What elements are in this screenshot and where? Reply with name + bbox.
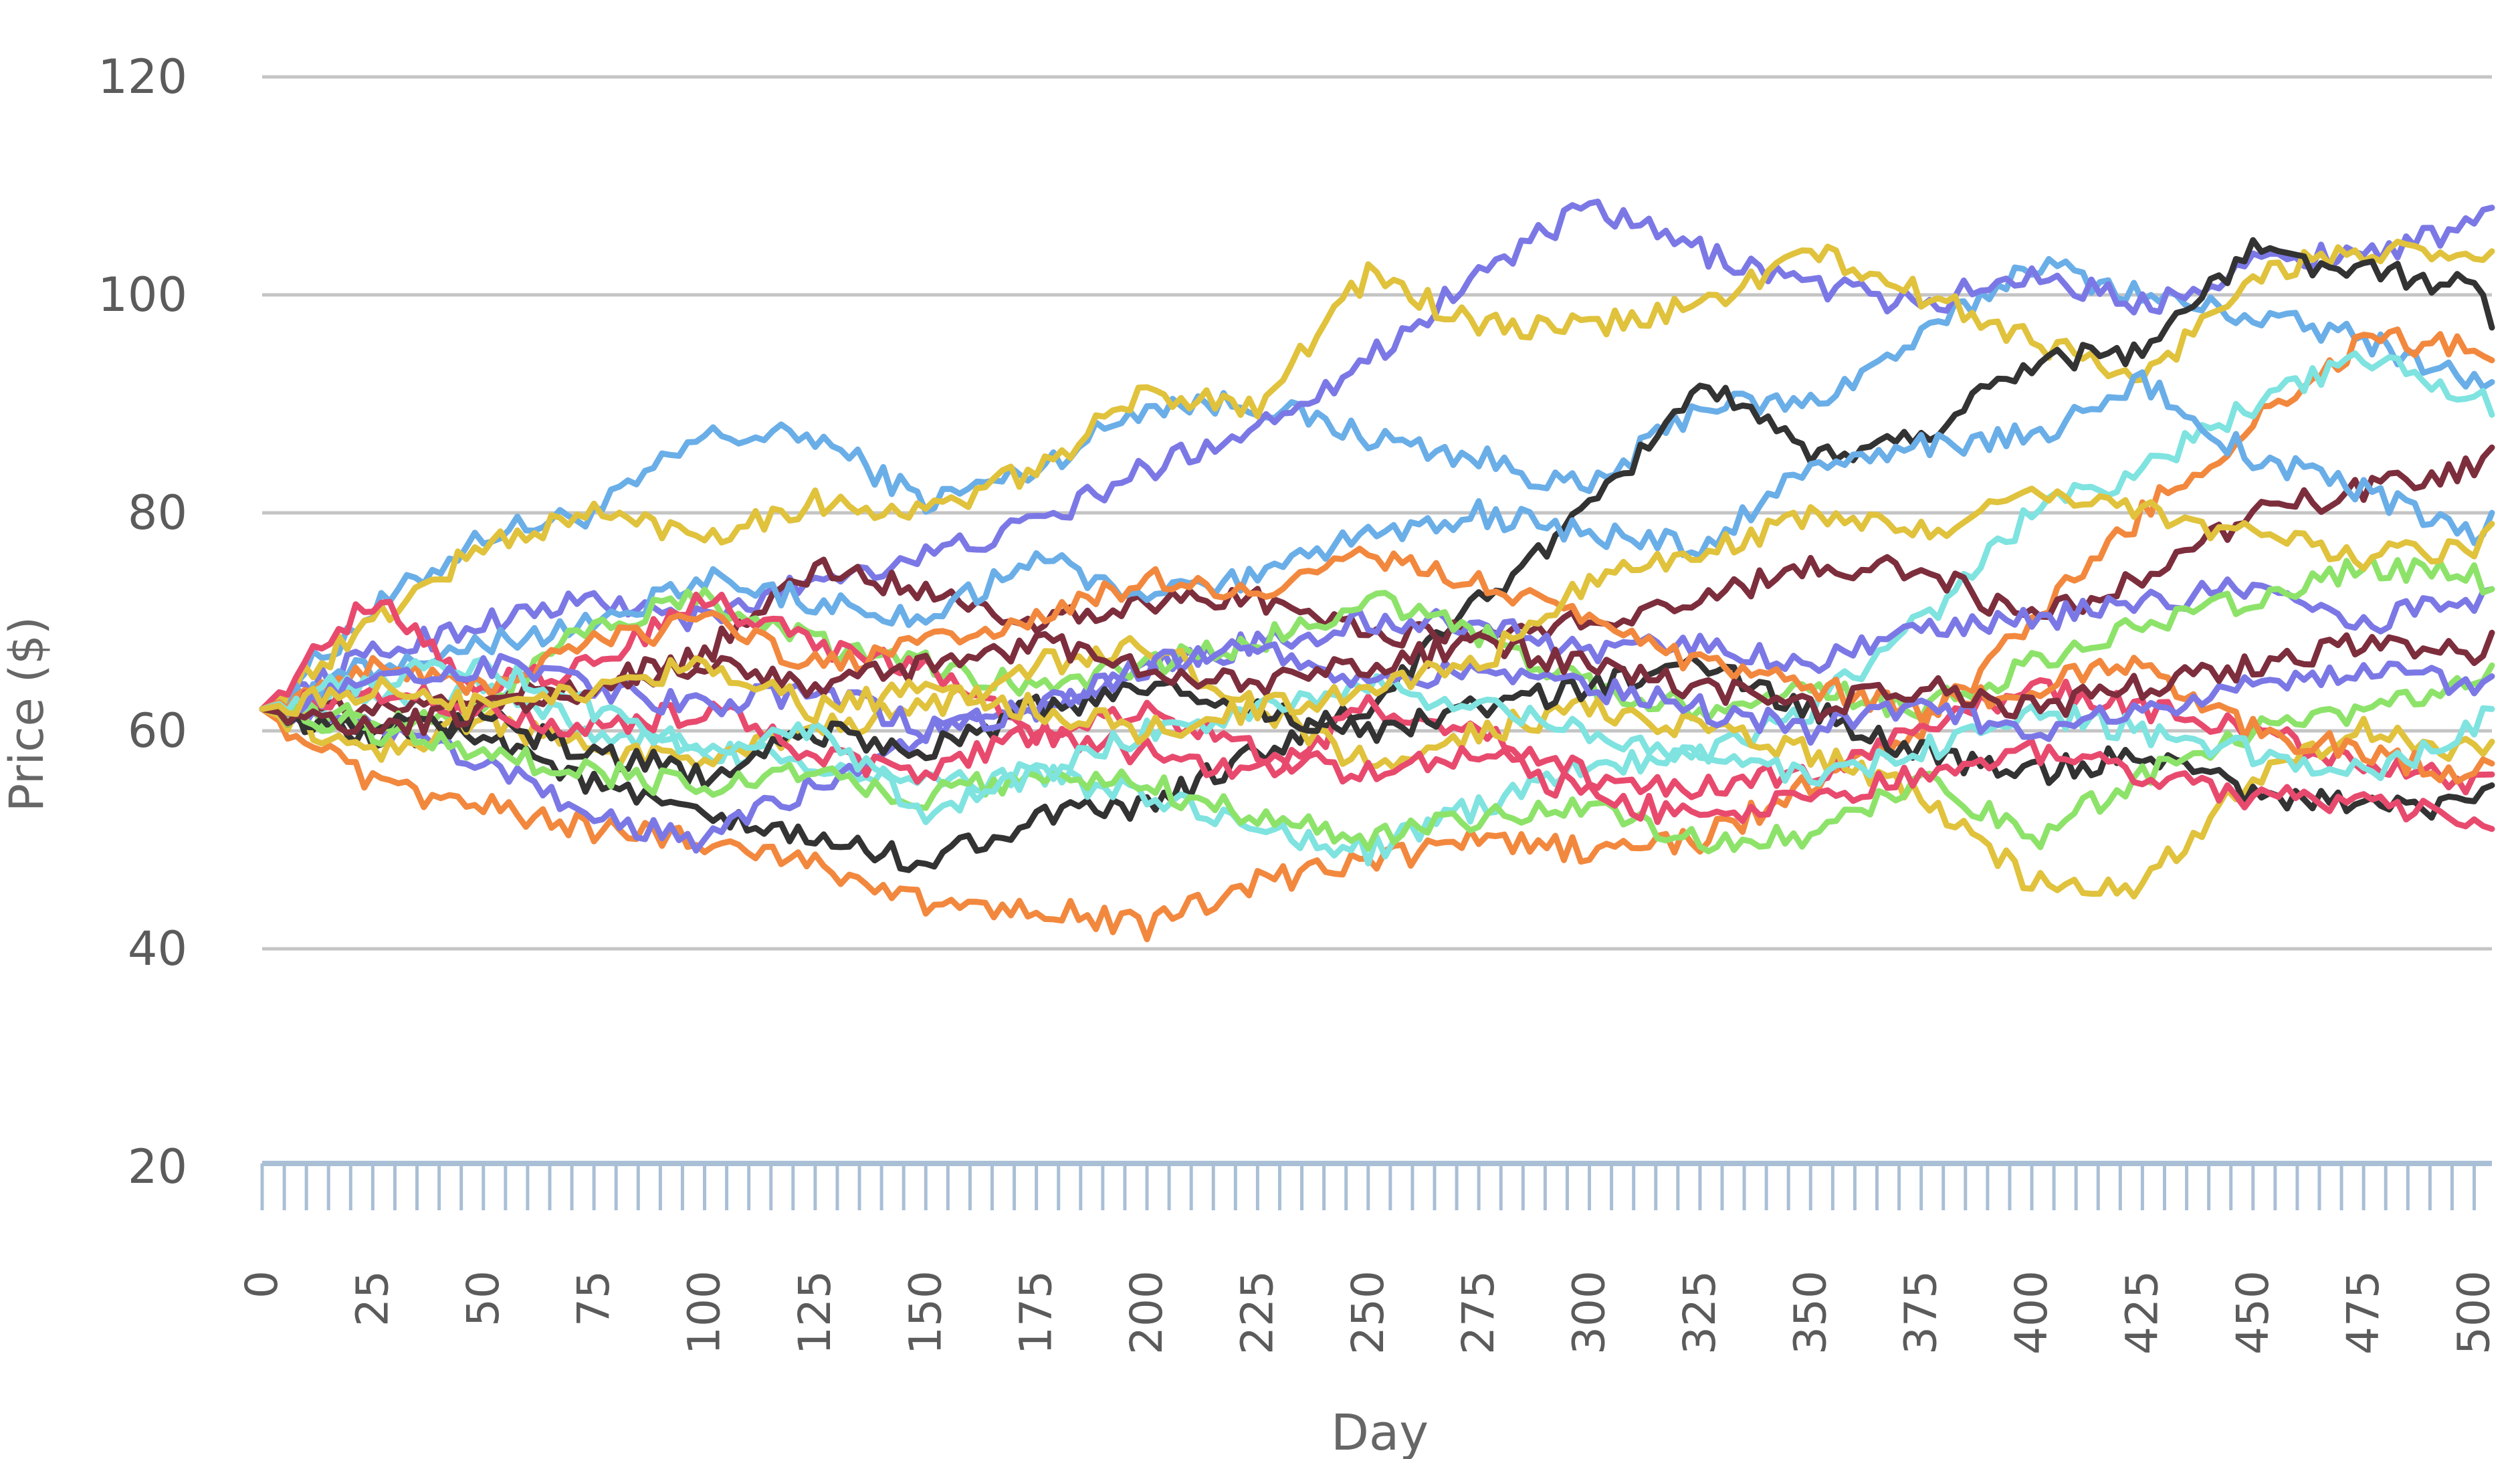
x-tick-label: 425 [2116,1270,2168,1355]
x-tick-label: 250 [1342,1270,1394,1355]
x-tick-label: 375 [1895,1270,1947,1355]
y-axis-ticks: 20 40 60 80 100 120 [98,49,187,1194]
y-tick-label: 80 [128,485,187,540]
x-tick-label: 150 [900,1270,951,1355]
y-tick-label: 120 [98,49,187,104]
x-tick-label: 175 [1011,1270,1062,1355]
series-line-1 [259,255,2495,712]
y-tick-label: 20 [128,1139,187,1194]
y-tick-label: 40 [128,921,187,976]
series-line-9 [259,576,2495,854]
x-tick-label: 225 [1231,1270,1283,1355]
series-line-8 [259,369,2495,713]
x-tick-label: 500 [2448,1270,2500,1355]
series-line-12 [259,635,2495,900]
series-line-15 [259,546,2495,785]
x-tick-label: 50 [457,1270,509,1327]
x-tick-label: 125 [789,1270,841,1355]
series-line-17 [259,656,2495,825]
series-line-18 [259,638,2495,746]
x-tick-label: 450 [2227,1270,2279,1355]
x-tick-label: 100 [679,1270,730,1355]
x-tick-label: 275 [1453,1270,1504,1355]
x-tick-label: 0 [236,1270,288,1299]
x-tick-label: 200 [1121,1270,1172,1355]
x-tick-label: 400 [2006,1270,2057,1355]
x-tick-label: 25 [346,1270,398,1327]
x-axis: 0 25 50 75 100 125 150 175 200 225 250 275 300 325 350… [236,1161,2500,1355]
x-tick-label: 75 [568,1270,619,1327]
series-line-20 [259,485,2495,746]
y-tick-label: 60 [128,703,187,758]
x-tick-label: 325 [1674,1270,1725,1355]
series-lines [259,199,2495,943]
x-tick-label: 475 [2337,1270,2389,1355]
series-line-11 [259,591,2495,800]
x-tick-label: 350 [1784,1270,1836,1355]
series-line-14 [259,662,2495,855]
series-line-4 [259,237,2495,873]
y-tick-label: 100 [98,267,187,322]
series-line-13 [259,654,2495,821]
y-axis-title: Price ($) [0,616,54,812]
x-axis-title: Day [1331,1404,1429,1459]
x-tick-label: 300 [1564,1270,1615,1355]
series-line-3 [259,238,2495,712]
series-line-5 [259,326,2495,943]
